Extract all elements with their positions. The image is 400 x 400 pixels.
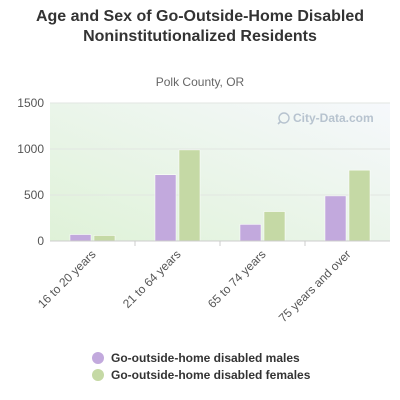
legend-label-males: Go-outside-home disabled males: [111, 351, 300, 365]
x-tick-label: 21 to 64 years: [120, 247, 184, 311]
chart-title: Age and Sex of Go-Outside-Home Disabled …: [35, 8, 365, 45]
legend-swatch-females: [92, 369, 104, 381]
y-tick-label: 500: [24, 188, 44, 202]
chart-subtitle: Polk County, OR: [155, 75, 245, 89]
bar-females: [263, 211, 286, 242]
bar-males: [69, 234, 92, 242]
watermark-text: City-Data.com: [293, 111, 374, 125]
x-tick-label: 75 years and over: [276, 247, 354, 325]
bar-males: [154, 174, 177, 242]
y-tick-label: 0: [37, 234, 44, 248]
watermark: City-Data.com: [277, 111, 374, 125]
legend-item-males: Go-outside-home disabled males: [92, 350, 310, 366]
legend-label-females: Go-outside-home disabled females: [111, 368, 311, 382]
y-tick-label: 1500: [17, 96, 44, 110]
x-tick-label: 65 to 74 years: [205, 247, 269, 311]
legend: Go-outside-home disabled males Go-outsid…: [92, 350, 310, 384]
bar-females: [178, 149, 201, 242]
y-tick-label: 1000: [17, 142, 44, 156]
legend-swatch-males: [92, 352, 104, 364]
bar-females: [93, 235, 116, 242]
legend-item-females: Go-outside-home disabled females: [92, 367, 310, 383]
bar-males: [239, 224, 262, 242]
bar-males: [324, 195, 347, 242]
x-tick-label: 16 to 20 years: [35, 247, 99, 311]
bar-females: [348, 169, 371, 242]
